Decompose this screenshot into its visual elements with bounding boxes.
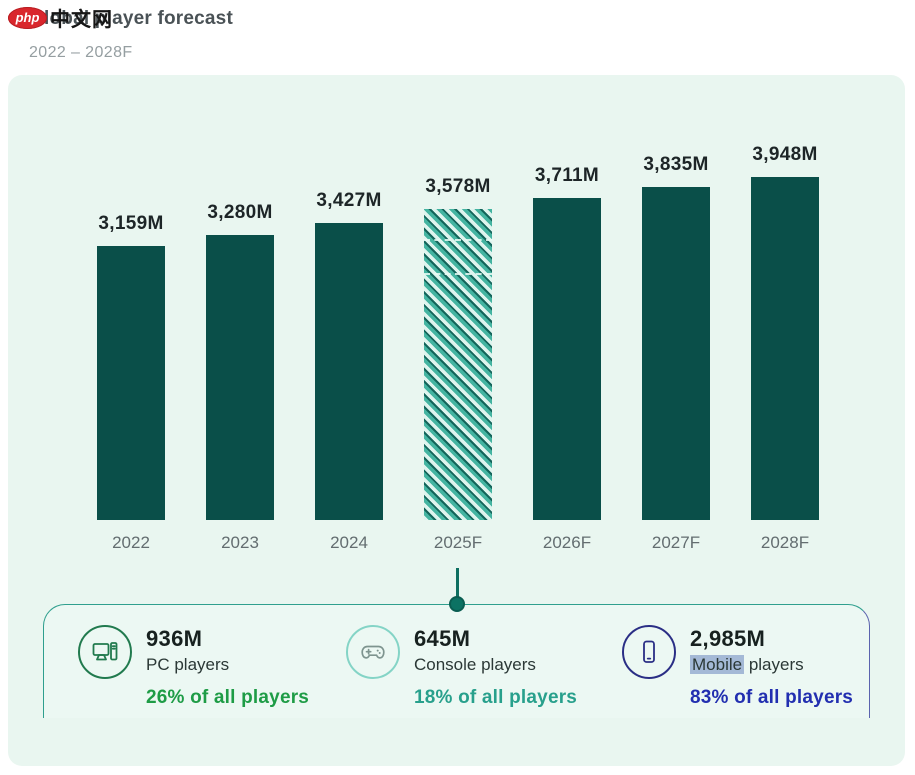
mobile-label-rest: players [744, 655, 804, 674]
console-icon [346, 624, 400, 679]
bar-value-label: 3,427M [316, 190, 382, 211]
mobile-label-highlight: Mobile [690, 655, 745, 674]
bar-2027F [642, 187, 710, 520]
bar-value-label: 3,578M [425, 176, 491, 197]
console-players-share: 18% of all players [414, 687, 578, 708]
bar-value-label: 3,948M [752, 144, 818, 165]
callout-connector-dot [449, 596, 465, 612]
watermark-site-name: 中文网 [50, 9, 113, 31]
pc-players-stat: 936M PC players 26% of all players [78, 624, 310, 709]
mobile-players-label: Mobile players [690, 655, 853, 675]
page-title: Global player forecast [29, 8, 233, 29]
mobile-players-share: 83% of all players [690, 687, 854, 708]
x-axis-label: 2027F [651, 533, 701, 552]
mobile-players-stat: 2,985M Mobile players 83% of all players [622, 624, 854, 709]
bar-chart: 3,159M 2022 3,280M 2023 3,427M 2024 3,578M 2025… [8, 75, 905, 766]
pc-players-share: 26% of all players [146, 687, 310, 708]
x-axis-label: 2028F [760, 533, 810, 552]
bar-value-label: 3,711M [534, 165, 600, 186]
x-axis-label: 2022 [112, 533, 150, 552]
hatch-seam-line [424, 239, 492, 241]
hatch-seam-line [424, 273, 492, 275]
pc-players-value: 936M [146, 625, 203, 651]
callout-connector-line [456, 568, 459, 604]
bar-2022 [97, 246, 165, 520]
x-axis-label: 2024 [330, 533, 368, 552]
site-watermark: php 中文网 [8, 3, 113, 32]
mobile-players-value: 2,985M [690, 625, 766, 651]
bar-value-label: 3,280M [207, 202, 273, 223]
page-subtitle: 2022 – 2028F [29, 44, 133, 61]
x-axis-label: 2023 [221, 533, 259, 552]
bar-2026F [533, 198, 601, 520]
player-breakdown-card-clip: 936M PC players 26% of all players 645M … [43, 604, 870, 718]
x-axis-label: 2026F [542, 533, 592, 552]
mobile-icon [622, 624, 676, 679]
player-breakdown-card: 936M PC players 26% of all players 645M … [43, 604, 870, 718]
bar-value-label: 3,159M [98, 213, 164, 234]
pc-icon [78, 624, 132, 679]
console-players-stat: 645M Console players 18% of all players [346, 624, 578, 709]
php-logo-icon: php [8, 6, 47, 29]
bar-2024 [315, 223, 383, 520]
bar-2028F [751, 177, 819, 520]
x-axis-label: 2025F [433, 533, 483, 552]
pc-players-label: PC players [146, 655, 230, 674]
bar-value-label: 3,835M [643, 154, 709, 175]
bar-2025F [424, 209, 492, 520]
console-players-value: 645M [414, 625, 471, 651]
chart-panel: 3,159M 2022 3,280M 2023 3,427M 2024 3,578M 2025… [8, 75, 905, 766]
bar-2023 [206, 235, 274, 520]
console-players-label: Console players [414, 655, 536, 674]
